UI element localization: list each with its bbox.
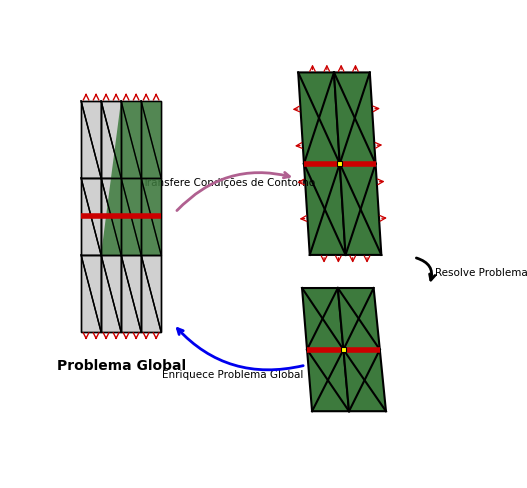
Text: Resolve Problema Local: Resolve Problema Local xyxy=(435,267,527,278)
Polygon shape xyxy=(81,255,101,332)
Text: Problema Global: Problema Global xyxy=(56,359,186,373)
Polygon shape xyxy=(121,255,141,332)
Polygon shape xyxy=(307,349,349,411)
Polygon shape xyxy=(334,72,376,163)
Polygon shape xyxy=(298,72,340,163)
Polygon shape xyxy=(81,178,101,255)
Polygon shape xyxy=(344,349,386,411)
Text: Enriquece Problema Global: Enriquece Problema Global xyxy=(162,369,304,380)
Text: Transfere Condições de Contorno: Transfere Condições de Contorno xyxy=(142,178,316,188)
Polygon shape xyxy=(304,163,346,255)
Polygon shape xyxy=(101,101,161,255)
Polygon shape xyxy=(101,101,121,178)
Polygon shape xyxy=(338,288,380,349)
Polygon shape xyxy=(141,255,161,332)
Polygon shape xyxy=(141,178,161,255)
Bar xyxy=(341,347,346,352)
Polygon shape xyxy=(121,178,141,255)
Bar xyxy=(337,161,343,166)
Polygon shape xyxy=(81,101,101,178)
Polygon shape xyxy=(141,101,161,178)
Polygon shape xyxy=(101,255,121,332)
Polygon shape xyxy=(302,288,344,349)
Polygon shape xyxy=(101,178,121,255)
Polygon shape xyxy=(121,101,141,178)
Polygon shape xyxy=(340,163,382,255)
